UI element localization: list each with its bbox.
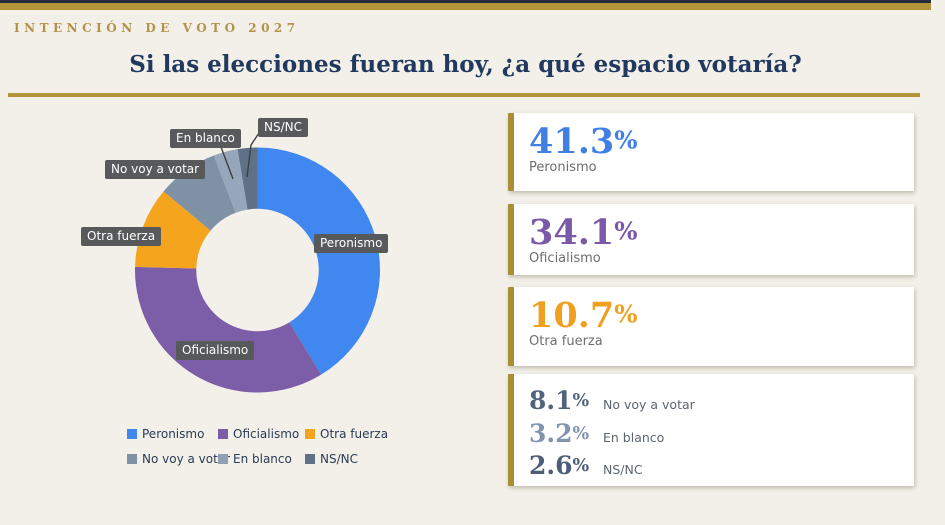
- donut-slice-ns-nc: [237, 147, 258, 210]
- legend-item-oficialismo: Oficialismo: [218, 427, 305, 441]
- legend-swatch-icon: [305, 429, 315, 439]
- gold-accent-bar: [0, 3, 931, 10]
- percentage-value: 41.3%: [529, 121, 638, 162]
- legend-label: Peronismo: [142, 427, 205, 441]
- result-card-otra-fuerza: 10.7% Otra fuerza: [508, 287, 914, 366]
- percentage-label: Peronismo: [529, 160, 597, 175]
- slice-label-ns-nc: NS/NC: [258, 118, 308, 137]
- result-row-ns-nc: 2.6% NS/NC: [529, 452, 914, 480]
- donut-slice-peronismo: [257, 147, 381, 375]
- result-card-minor-options: 8.1% No voy a votar 3.2% En blanco 2.6% …: [508, 374, 914, 486]
- legend-label: Otra fuerza: [320, 427, 389, 441]
- chart-legend: Peronismo Oficialismo Otra fuerza No voy a …: [127, 427, 388, 466]
- legend-item-no-voy-a-votar: No voy a votar: [127, 452, 230, 466]
- label-leader-line: [246, 132, 260, 178]
- slice-label-en-blanco: En blanco: [170, 129, 241, 148]
- legend-item-otra-fuerza: Otra fuerza: [305, 427, 388, 441]
- slice-label-no-voy-a-votar: No voy a votar: [105, 160, 206, 179]
- result-card-peronismo: 41.3% Peronismo: [508, 113, 914, 191]
- results-panel: 41.3% Peronismo 34.1% Oficialismo 10.7% …: [508, 0, 914, 525]
- result-row-en-blanco: 3.2% En blanco: [529, 418, 914, 448]
- percentage-value: 34.1%: [529, 212, 638, 253]
- page-title: Si las elecciones fueran hoy, ¿a qué esp…: [129, 51, 802, 78]
- percentage-label: NS/NC: [603, 462, 643, 477]
- legend-swatch-icon: [127, 429, 137, 439]
- donut-chart-area: Peronismo Oficialismo Otra fuerza No voy a …: [81, 118, 389, 466]
- legend-swatch-icon: [218, 429, 228, 439]
- legend-item-peronismo: Peronismo: [127, 427, 218, 441]
- percentage-value: 8.1%: [529, 386, 590, 415]
- percentage-value: 10.7%: [529, 295, 638, 336]
- donut-slice-en-blanco: [213, 149, 248, 213]
- top-border-line: [0, 0, 931, 3]
- gold-divider: [8, 93, 920, 97]
- percentage-value: 2.6%: [529, 451, 590, 480]
- result-row-no-voy-a-votar: 8.1% No voy a votar: [529, 387, 914, 415]
- slice-label-peronismo: Peronismo: [314, 234, 389, 253]
- legend-swatch-icon: [305, 454, 315, 464]
- legend-label: No voy a votar: [142, 452, 231, 466]
- percentage-value: 3.2%: [529, 418, 590, 448]
- percentage-label: Oficialismo: [529, 251, 601, 266]
- result-card-oficialismo: 34.1% Oficialismo: [508, 204, 914, 275]
- donut-slice-otra-fuerza: [135, 191, 211, 269]
- legend-swatch-icon: [218, 454, 228, 464]
- legend-label: En blanco: [233, 452, 292, 466]
- legend-label: Oficialismo: [233, 427, 300, 441]
- legend-item-ns-nc: NS/NC: [305, 452, 388, 466]
- legend-swatch-icon: [127, 454, 137, 464]
- legend-label: NS/NC: [320, 452, 358, 466]
- slice-label-otra-fuerza: Otra fuerza: [81, 227, 162, 246]
- percentage-label: No voy a votar: [603, 397, 695, 412]
- legend-item-en-blanco: En blanco: [218, 452, 305, 466]
- percentage-label: Otra fuerza: [529, 334, 603, 349]
- section-label: INTENCIÓN DE VOTO 2027: [14, 21, 300, 35]
- label-leader-line: [220, 146, 234, 180]
- donut-slice-oficialismo: [135, 266, 322, 393]
- percentage-label: En blanco: [603, 429, 665, 445]
- slice-label-oficialismo: Oficialismo: [176, 341, 255, 360]
